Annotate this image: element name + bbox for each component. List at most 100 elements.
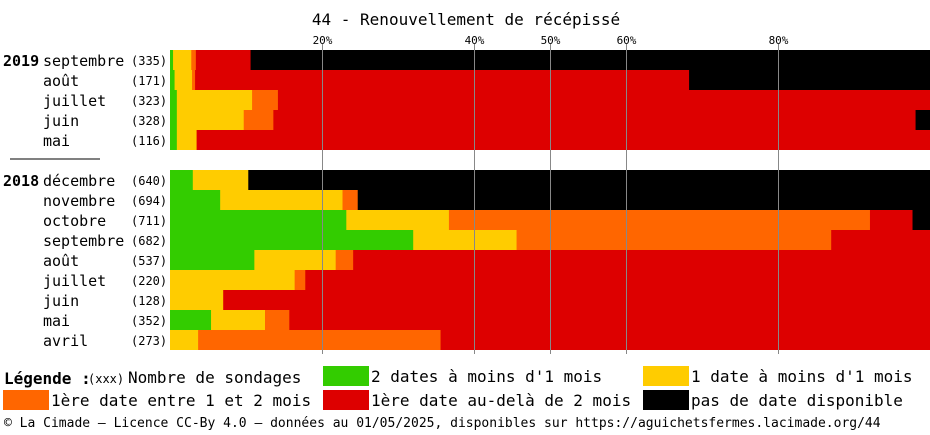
bar-segment xyxy=(170,90,178,110)
bar-segment xyxy=(342,190,359,210)
legend-count-label: Nombre de sondages xyxy=(128,368,302,387)
count-label: (328) xyxy=(131,114,167,128)
chart-title: 44 - Renouvellement de récépissé xyxy=(312,10,620,29)
bar-segment xyxy=(170,170,194,190)
legend-count-hint: (xxx) xyxy=(88,372,125,386)
bar-segment xyxy=(195,50,252,70)
bar-segment xyxy=(248,170,930,190)
bar-segment xyxy=(448,210,871,230)
bar-segment xyxy=(869,210,914,230)
bar-segment xyxy=(516,230,832,250)
legend-swatch xyxy=(323,390,369,410)
bar-segment xyxy=(174,70,193,90)
count-label: (116) xyxy=(131,134,167,148)
bar-segment xyxy=(220,190,344,210)
bar-segment xyxy=(915,110,930,130)
bar-segment xyxy=(353,250,930,270)
year-label: 2019 xyxy=(3,52,39,70)
month-label: juin xyxy=(43,292,79,310)
legend: Légende : (xxx) Nombre de sondages 2 dat… xyxy=(0,366,930,416)
bar-segment xyxy=(211,310,266,330)
bar-segment xyxy=(173,50,192,70)
year-label: 2018 xyxy=(3,172,39,190)
gridlines-layer xyxy=(322,44,779,354)
legend-label: 1ère date au-delà de 2 mois xyxy=(371,391,632,410)
bar-segment xyxy=(831,230,930,250)
bar-segment xyxy=(912,210,930,230)
count-label: (220) xyxy=(131,274,167,288)
month-label: septembre xyxy=(43,52,124,70)
bar-segment xyxy=(346,210,450,230)
month-label: novembre xyxy=(43,192,115,210)
bar-segment xyxy=(223,290,930,310)
bar-segment xyxy=(195,70,690,90)
tick-label: 20% xyxy=(313,34,333,47)
month-label: octobre xyxy=(43,212,106,230)
tick-label: 80% xyxy=(769,34,789,47)
bar-segment xyxy=(170,230,414,250)
bar-segment xyxy=(250,50,930,70)
bar-segment xyxy=(243,110,274,130)
count-label: (640) xyxy=(131,174,167,188)
count-label: (335) xyxy=(131,54,167,68)
bar-segment xyxy=(176,110,245,130)
count-label: (323) xyxy=(131,94,167,108)
bar-segment xyxy=(196,130,930,150)
bar-segment xyxy=(176,130,198,150)
count-label: (171) xyxy=(131,74,167,88)
month-label: décembre xyxy=(43,172,115,190)
bar-segment xyxy=(413,230,518,250)
bar-segment xyxy=(170,50,174,70)
bars-layer xyxy=(170,50,930,350)
legend-swatch xyxy=(323,366,369,386)
stacked-bar-chart: 44 - Renouvellement de récépissé 20% 40% 5… xyxy=(3,10,930,354)
legend-label: 1 date à moins d'1 mois xyxy=(691,367,913,386)
bar-segment xyxy=(254,250,337,270)
month-label: septembre xyxy=(43,232,124,250)
bar-segment xyxy=(191,50,197,70)
month-label: août xyxy=(43,72,79,90)
legend-swatch xyxy=(3,390,49,410)
legend-swatch xyxy=(643,366,689,386)
bar-segment xyxy=(170,130,178,150)
count-label: (694) xyxy=(131,194,167,208)
legend-label: 2 dates à moins d'1 mois xyxy=(371,367,603,386)
legend-swatch xyxy=(643,390,689,410)
legend-label: pas de date disponible xyxy=(691,391,903,410)
bar-segment xyxy=(170,270,296,290)
bar-segment xyxy=(170,70,176,90)
bar-segment xyxy=(277,90,930,110)
bar-segment xyxy=(170,110,178,130)
month-label: juillet xyxy=(43,272,106,290)
tick-label: 40% xyxy=(465,34,485,47)
bar-segment xyxy=(192,170,249,190)
tick-labels-layer: 20% 40% 50% 60% 80% xyxy=(313,34,789,47)
legend-label: 1ère date entre 1 et 2 mois xyxy=(51,391,312,410)
bar-segment xyxy=(289,310,930,330)
month-label: juillet xyxy=(43,92,106,110)
count-label: (682) xyxy=(131,234,167,248)
count-label: (273) xyxy=(131,334,167,348)
bar-segment xyxy=(170,310,212,330)
legend-heading: Légende : xyxy=(4,369,91,388)
bar-segment xyxy=(170,210,347,230)
count-label: (128) xyxy=(131,294,167,308)
count-label: (711) xyxy=(131,214,167,228)
bar-segment xyxy=(357,190,930,210)
bar-segment xyxy=(192,70,196,90)
bar-segment xyxy=(305,270,930,290)
month-label: août xyxy=(43,252,79,270)
bar-segment xyxy=(265,310,290,330)
bar-segment xyxy=(170,330,199,350)
bar-segment xyxy=(273,110,917,130)
bar-segment xyxy=(294,270,306,290)
bar-segment xyxy=(335,250,354,270)
month-label: mai xyxy=(43,312,70,330)
tick-label: 60% xyxy=(617,34,637,47)
bar-segment xyxy=(176,90,253,110)
bar-segment xyxy=(170,250,255,270)
bar-segment xyxy=(252,90,279,110)
bar-segment xyxy=(440,330,930,350)
month-label: juin xyxy=(43,112,79,130)
row-labels-layer: 2019 septembre (335)août (171)juillet (323)j… xyxy=(3,52,167,350)
